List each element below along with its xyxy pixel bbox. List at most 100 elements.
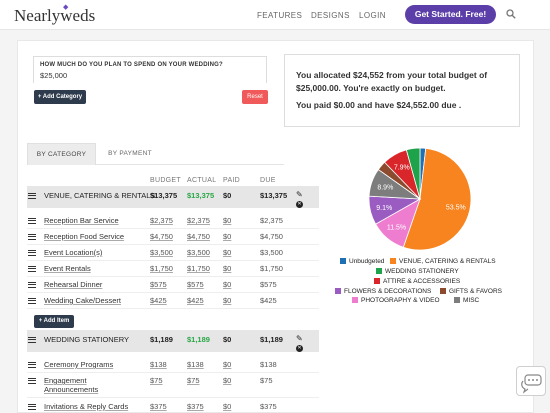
item-name[interactable]: Reception Food Service bbox=[44, 232, 125, 241]
item-paid[interactable]: $0 bbox=[223, 376, 232, 385]
item-due: $575 bbox=[260, 280, 277, 289]
item-name[interactable]: Reception Bar Service bbox=[44, 216, 119, 225]
item-paid[interactable]: $0 bbox=[223, 402, 232, 411]
legend-item[interactable]: GIFTS & FAVORS bbox=[440, 288, 502, 295]
drag-handle-icon[interactable] bbox=[28, 266, 36, 272]
drag-handle-icon[interactable] bbox=[28, 298, 36, 304]
legend-item[interactable]: PHOTOGRAPHY & VIDEO bbox=[352, 297, 440, 304]
category-row[interactable]: WEDDING STATIONERY $1,189 $1,189 $0 $1,1… bbox=[27, 330, 319, 352]
diamond-icon: ◆ bbox=[63, 4, 69, 11]
nav-features-link[interactable]: FEATURES bbox=[257, 11, 303, 20]
item-budget[interactable]: $2,375 bbox=[150, 216, 173, 225]
item-paid[interactable]: $0 bbox=[223, 216, 232, 225]
legend-item[interactable]: MISC bbox=[454, 297, 479, 304]
drag-handle-icon[interactable] bbox=[28, 404, 36, 410]
legend-item[interactable]: FLOWERS & DECORATIONS bbox=[335, 288, 431, 295]
item-budget[interactable]: $575 bbox=[150, 280, 167, 289]
item-actual[interactable]: $3,500 bbox=[187, 248, 210, 257]
item-budget[interactable]: $1,750 bbox=[150, 264, 173, 273]
add-item-button[interactable]: + Add Item bbox=[34, 315, 74, 328]
legend-swatch bbox=[335, 288, 341, 294]
item-paid[interactable]: $0 bbox=[223, 248, 232, 257]
pie-slice[interactable] bbox=[405, 147, 421, 200]
item-budget[interactable]: $425 bbox=[150, 296, 167, 305]
item-actual[interactable]: $425 bbox=[187, 296, 204, 305]
top-nav-bar: Nearlyweds ◆ FEATURES DESIGNS LOGIN Get … bbox=[0, 0, 550, 30]
item-budget[interactable]: $375 bbox=[150, 402, 167, 411]
column-header-paid: PAID bbox=[223, 177, 241, 184]
view-tabs: BY CATEGORY BY PAYMENT bbox=[27, 143, 284, 165]
pie-slice[interactable] bbox=[402, 147, 472, 251]
budget-input[interactable]: $25,000 bbox=[40, 71, 68, 80]
item-name[interactable]: Rehearsal Dinner bbox=[44, 280, 103, 289]
item-actual[interactable]: $75 bbox=[187, 376, 200, 385]
item-name[interactable]: Ceremony Programs bbox=[44, 360, 114, 369]
drag-handle-icon[interactable] bbox=[28, 378, 36, 384]
search-icon[interactable] bbox=[506, 9, 516, 19]
reset-button[interactable]: Reset bbox=[242, 90, 268, 104]
legend-swatch bbox=[340, 258, 346, 264]
category-row[interactable]: VENUE, CATERING & RENTALS $13,375 $13,37… bbox=[27, 186, 319, 208]
item-actual[interactable]: $575 bbox=[187, 280, 204, 289]
drag-handle-icon[interactable] bbox=[28, 218, 36, 224]
item-paid[interactable]: $0 bbox=[223, 264, 232, 273]
legend-item[interactable]: VENUE, CATERING & RENTALS bbox=[390, 258, 496, 265]
legend-item[interactable]: WEDDING STATIONERY bbox=[376, 268, 459, 275]
legend-swatch bbox=[390, 258, 396, 264]
chat-widget-button[interactable] bbox=[516, 366, 546, 396]
item-actual[interactable]: $2,375 bbox=[187, 216, 210, 225]
drag-handle-icon[interactable] bbox=[28, 250, 36, 256]
item-paid[interactable]: $0 bbox=[223, 296, 232, 305]
legend-label: ATTIRE & ACCESSORIES bbox=[383, 278, 461, 285]
item-paid[interactable]: $0 bbox=[223, 280, 232, 289]
drag-handle-icon[interactable] bbox=[28, 282, 36, 288]
item-name[interactable]: Event Rentals bbox=[44, 264, 91, 273]
table-row: Event Rentals $1,750 $1,750 $0 $1,750 bbox=[27, 261, 319, 277]
item-paid[interactable]: $0 bbox=[223, 360, 232, 369]
get-started-button[interactable]: Get Started. Free! bbox=[405, 5, 496, 24]
item-actual[interactable]: $138 bbox=[187, 360, 204, 369]
item-budget[interactable]: $75 bbox=[150, 376, 163, 385]
close-icon[interactable]: ✕ bbox=[296, 201, 303, 208]
item-budget[interactable]: $138 bbox=[150, 360, 167, 369]
logo[interactable]: Nearlyweds bbox=[14, 6, 96, 25]
item-actual[interactable]: $1,750 bbox=[187, 264, 210, 273]
nav-designs-link[interactable]: DESIGNS bbox=[311, 11, 350, 20]
item-name[interactable]: Wedding Cake/Dessert bbox=[44, 296, 121, 305]
item-due: $75 bbox=[260, 376, 273, 385]
legend-item[interactable]: ATTIRE & ACCESSORIES bbox=[374, 278, 460, 285]
drag-handle-icon[interactable] bbox=[28, 234, 36, 240]
item-name[interactable]: Invitations & Reply Cards bbox=[44, 402, 129, 411]
drag-handle-icon[interactable] bbox=[28, 337, 36, 343]
table-row: Reception Bar Service $2,375 $2,375 $0 $… bbox=[27, 213, 319, 229]
nav-login-link[interactable]: LOGIN bbox=[359, 11, 386, 20]
drag-handle-icon[interactable] bbox=[28, 362, 36, 368]
item-actual[interactable]: $4,750 bbox=[187, 232, 210, 241]
tab-by-payment[interactable]: BY PAYMENT bbox=[108, 150, 152, 157]
table-row: Wedding Cake/Dessert $425 $425 $0 $425 bbox=[27, 293, 319, 309]
summary-line-paid: You paid $0.00 and have $24,552.00 due . bbox=[296, 100, 462, 110]
category-paid: $0 bbox=[223, 191, 232, 200]
budget-question-label: HOW MUCH DO YOU PLAN TO SPEND ON YOUR WE… bbox=[40, 62, 223, 68]
legend-label: GIFTS & FAVORS bbox=[449, 288, 502, 295]
item-budget[interactable]: $3,500 bbox=[150, 248, 173, 257]
legend-swatch bbox=[376, 268, 382, 274]
pencil-icon[interactable]: ✎ bbox=[296, 190, 303, 199]
add-category-button[interactable]: + Add Category bbox=[34, 90, 86, 104]
table-row: Reception Food Service $4,750 $4,750 $0 … bbox=[27, 229, 319, 245]
category-paid: $0 bbox=[223, 335, 232, 344]
tab-by-category[interactable]: BY CATEGORY bbox=[27, 143, 96, 165]
item-due: $2,375 bbox=[260, 216, 283, 225]
item-paid[interactable]: $0 bbox=[223, 232, 232, 241]
item-name[interactable]: Event Location(s) bbox=[44, 248, 103, 257]
item-due: $4,750 bbox=[260, 232, 283, 241]
close-icon[interactable]: ✕ bbox=[296, 345, 303, 352]
legend-item[interactable]: Unbudgeted bbox=[340, 258, 384, 265]
item-actual[interactable]: $375 bbox=[187, 402, 204, 411]
item-name[interactable]: Engagement Announcements bbox=[44, 376, 99, 394]
drag-handle-icon[interactable] bbox=[28, 193, 36, 199]
legend-swatch bbox=[440, 288, 446, 294]
pencil-icon[interactable]: ✎ bbox=[296, 334, 303, 343]
item-budget[interactable]: $4,750 bbox=[150, 232, 173, 241]
